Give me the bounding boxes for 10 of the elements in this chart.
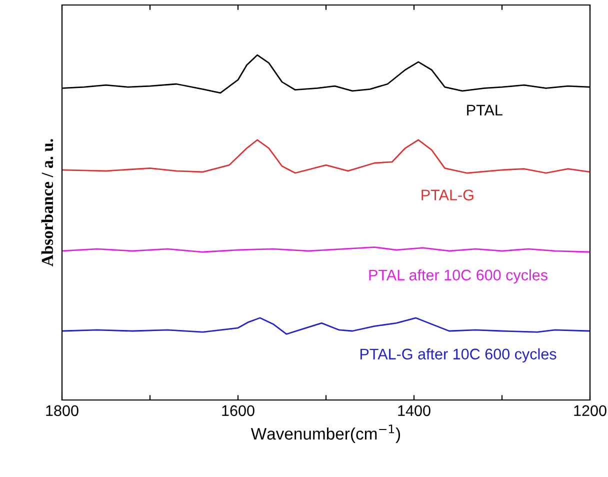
- x-tick-label: 1400: [398, 405, 430, 416]
- y-axis-title: Absorbance / a. u.: [41, 139, 54, 266]
- series-label: PTAL after 10C 600 cycles: [369, 269, 548, 284]
- series-label: PTAL-G: [422, 190, 474, 200]
- x-axis-title: Wavenumber(cm$^{−1}$): [250, 424, 400, 443]
- x-tick-label: 1600: [222, 405, 254, 416]
- x-tick-label: 1200: [574, 405, 606, 416]
- series-label: PTAL: [467, 104, 502, 116]
- series-label: PTAL-G after 10C 600 cycles: [360, 348, 556, 362]
- x-tick-label: 1800: [46, 405, 78, 416]
